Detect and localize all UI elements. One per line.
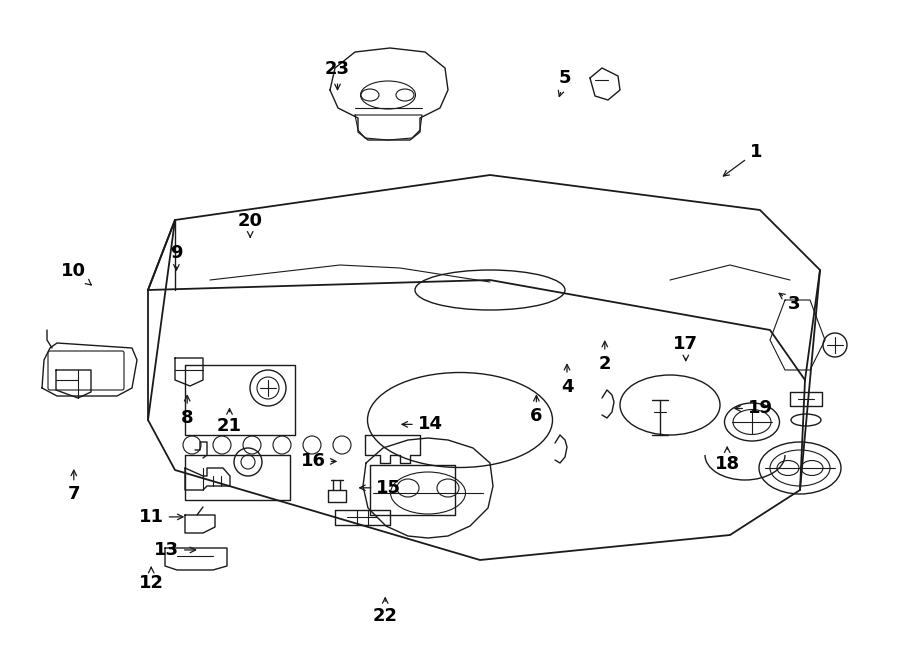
Text: 11: 11: [139, 508, 183, 526]
Text: 18: 18: [715, 447, 740, 473]
Text: 16: 16: [301, 452, 336, 471]
Text: 4: 4: [561, 364, 573, 396]
Text: 9: 9: [170, 243, 183, 270]
Text: 14: 14: [402, 415, 443, 434]
Text: 15: 15: [360, 479, 401, 497]
Text: 17: 17: [673, 334, 698, 361]
Text: 6: 6: [530, 395, 543, 426]
Text: 13: 13: [154, 541, 195, 559]
Text: 23: 23: [325, 60, 350, 90]
Text: 22: 22: [373, 598, 398, 625]
Text: 12: 12: [139, 567, 164, 592]
Text: 21: 21: [217, 408, 242, 436]
Text: 19: 19: [735, 399, 773, 418]
Text: 7: 7: [68, 470, 80, 504]
Text: 3: 3: [779, 293, 800, 313]
Text: 10: 10: [61, 262, 91, 285]
Text: 20: 20: [238, 212, 263, 237]
Text: 1: 1: [724, 143, 762, 176]
Text: 5: 5: [558, 69, 572, 97]
Text: 8: 8: [181, 395, 194, 427]
Text: 2: 2: [598, 341, 611, 373]
